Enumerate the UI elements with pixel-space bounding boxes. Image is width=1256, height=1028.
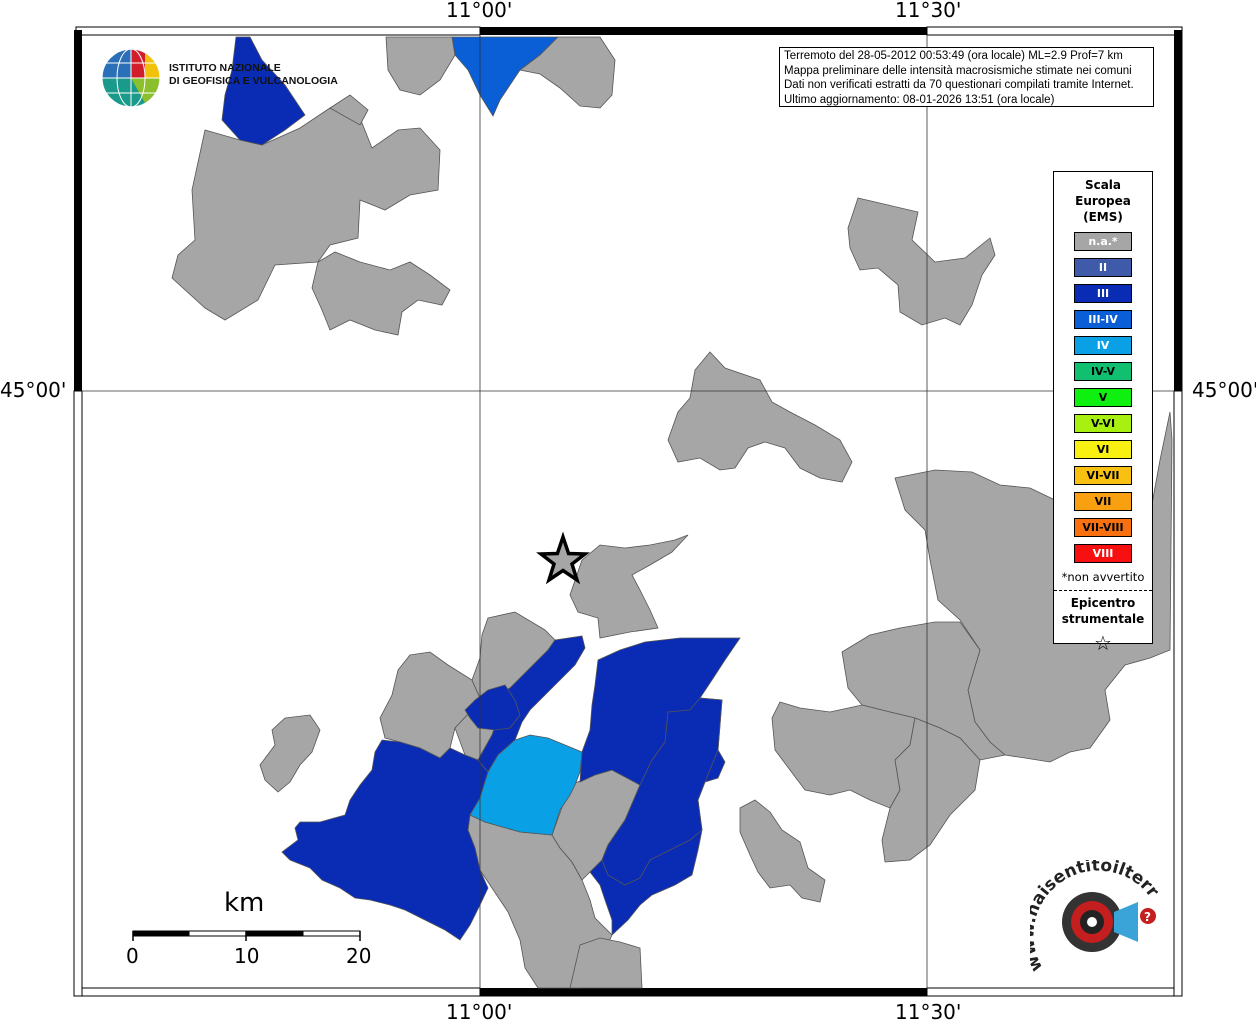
- municipality-na: [519, 36, 616, 109]
- institute-name: ISTITUTO NAZIONALE DI GEOFISICA E VULCAN…: [169, 62, 338, 88]
- epicenter-star: [536, 531, 590, 585]
- graticule: [82, 35, 1174, 988]
- municipality-na: [667, 351, 853, 483]
- lon-label-top-right: 11°30': [895, 0, 962, 22]
- legend-epicenter-label: Epicentro strumentale: [1054, 595, 1152, 627]
- scale-bar: [132, 930, 361, 941]
- legend-item: VI: [1074, 440, 1132, 459]
- ems-legend: Scala Europea (EMS) n.a.* II III III-IV IV IV…: [1053, 171, 1153, 655]
- municipality-na: [385, 36, 456, 96]
- institute-line1: ISTITUTO NAZIONALE: [169, 62, 281, 74]
- legend-title-line: Europea: [1075, 194, 1131, 208]
- legend-item: VII-VIII: [1074, 518, 1132, 537]
- legend-item: III-IV: [1074, 310, 1132, 329]
- legend-epicenter-line: strumentale: [1061, 612, 1145, 626]
- municipality-na: [881, 717, 981, 863]
- legend-item: VIII: [1074, 544, 1132, 563]
- legend-item: V-VI: [1074, 414, 1132, 433]
- scale-tick-label: 0: [126, 944, 139, 968]
- municipality-ems-III: [464, 684, 521, 731]
- municipality-na: [171, 107, 441, 321]
- municipality-na: [847, 197, 996, 326]
- legend-item: VII: [1074, 492, 1132, 511]
- legend-item: n.a.*: [1074, 232, 1132, 251]
- info-line: Ultimo aggiornamento: 08-01-2026 13:51 (…: [784, 93, 1055, 106]
- legend-title: Scala Europea (EMS): [1054, 177, 1152, 225]
- legend-item: III: [1074, 284, 1132, 303]
- legend-item: IV-V: [1074, 362, 1132, 381]
- municipality-na: [311, 251, 451, 336]
- lon-label-top-left: 11°00': [446, 0, 513, 22]
- frame-border: [73, 26, 1183, 997]
- municipality-na: [569, 534, 689, 639]
- legend-title-line: (EMS): [1083, 210, 1123, 224]
- municipality-ems-III: [221, 36, 306, 146]
- legend-separator: [1054, 590, 1152, 591]
- legend-item: V: [1074, 388, 1132, 407]
- municipality-ems-III: [601, 697, 723, 886]
- legend-item: IV: [1074, 336, 1132, 355]
- legend-title-line: Scala: [1084, 178, 1122, 192]
- star-icon: ☆: [1094, 631, 1112, 655]
- legend-epicenter-line: Epicentro: [1070, 596, 1136, 610]
- institute-line2: DI GEOFISICA E VULCANOLOGIA: [169, 75, 338, 87]
- legend-items: n.a.* II III III-IV IV IV-V V V-VI VI VI-VII VII VI…: [1054, 232, 1152, 563]
- ingv-logo: [101, 48, 161, 108]
- legend-note: *non avvertito: [1061, 570, 1145, 584]
- lat-label-right: 45°00': [1192, 378, 1256, 402]
- municipality-na: [329, 94, 369, 126]
- info-line: Terremoto del 28-05-2012 00:53:49 (ora l…: [784, 50, 1123, 62]
- municipality-na: [259, 714, 321, 793]
- legend-item: II: [1074, 258, 1132, 277]
- municipality-na: [739, 799, 826, 903]
- info-line: Dati non verificati estratti da 70 quest…: [784, 79, 1134, 91]
- municipality-ems-IV: [469, 734, 583, 836]
- municipalities: [171, 36, 1173, 989]
- lat-label-left: 45°00': [0, 378, 67, 402]
- info-line: Mappa preliminare delle intensità macros…: [784, 64, 1132, 77]
- scale-unit: km: [224, 888, 265, 918]
- lon-label-bottom-left: 11°00': [446, 1000, 513, 1024]
- municipality-na: [569, 937, 643, 989]
- scale-tick-label: 20: [346, 944, 372, 968]
- legend-item: VI-VII: [1074, 466, 1132, 485]
- scale-tick-label: 10: [234, 944, 260, 968]
- svg-text:?: ?: [1144, 910, 1151, 924]
- event-info-box: Terremoto del 28-05-2012 00:53:49 (ora l…: [779, 47, 1154, 107]
- lon-label-bottom-right: 11°30': [895, 1000, 962, 1024]
- hsit-logo: www.haisentitoilterremoto.it ?: [1030, 860, 1163, 975]
